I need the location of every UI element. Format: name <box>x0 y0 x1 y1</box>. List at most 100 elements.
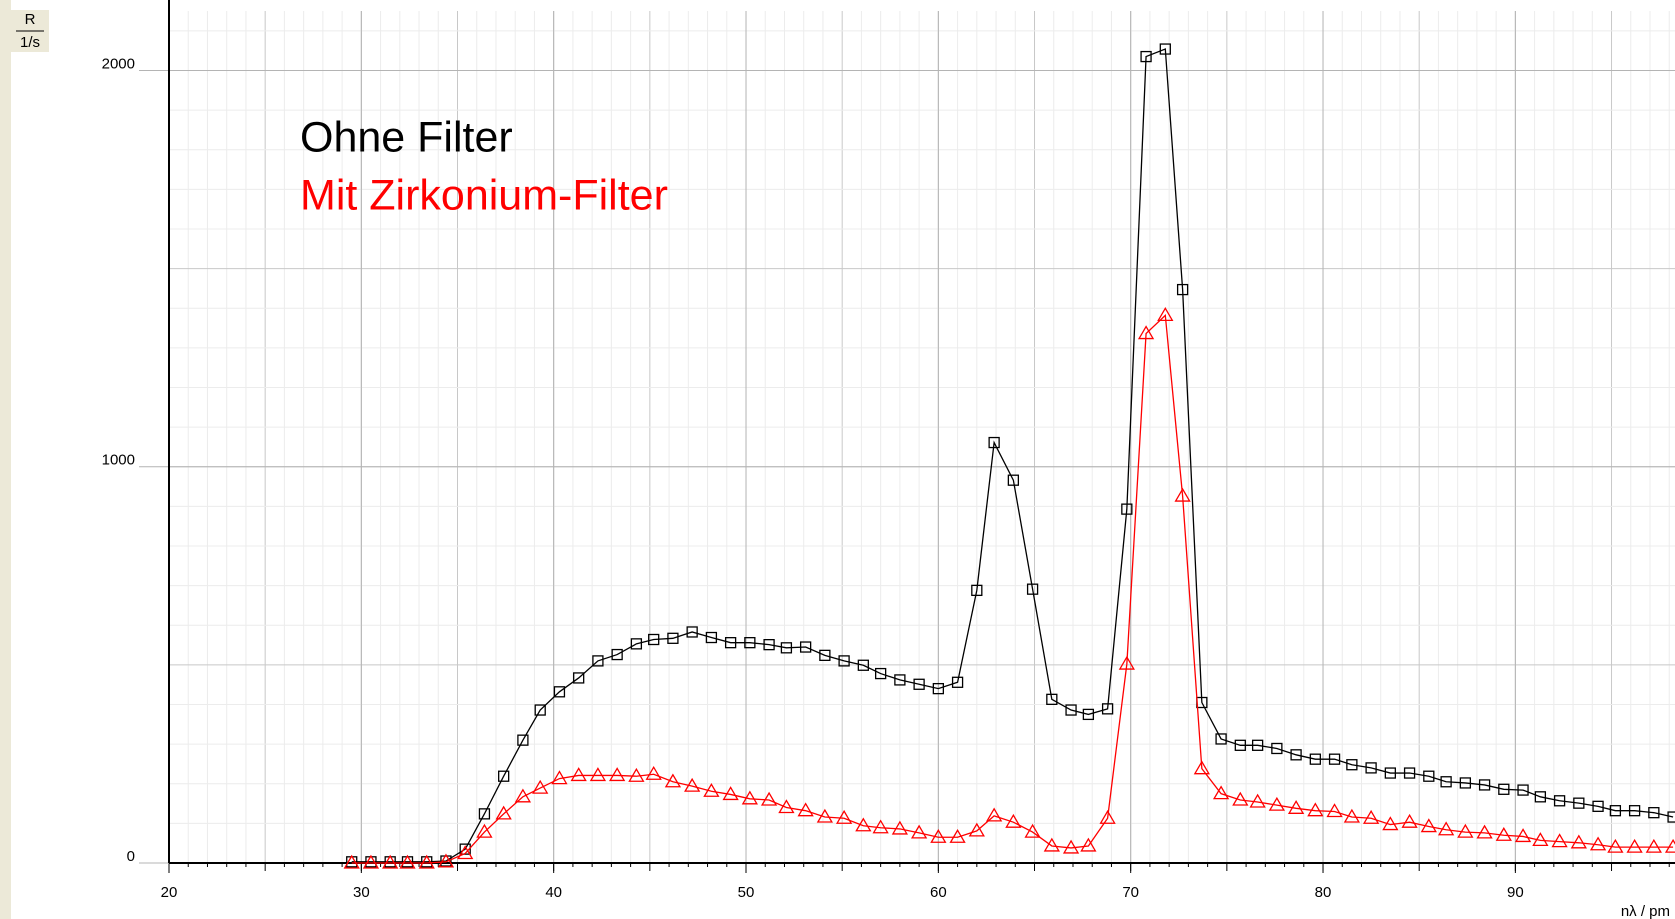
marker <box>1118 655 1135 670</box>
marker <box>1046 693 1058 705</box>
y-tick-label: 0 <box>127 848 135 865</box>
marker <box>988 436 1000 449</box>
marker <box>1459 777 1472 789</box>
marker <box>611 648 623 661</box>
marker <box>838 655 850 667</box>
marker <box>744 637 756 649</box>
marker <box>1082 708 1095 721</box>
marker <box>592 655 604 667</box>
marker <box>667 632 679 644</box>
marker <box>686 626 698 638</box>
marker <box>968 822 985 837</box>
x-axis-label: nλ / pm <box>1621 903 1670 919</box>
marker <box>835 809 853 824</box>
marker <box>1251 739 1264 751</box>
marks <box>343 43 1675 869</box>
marker <box>1307 802 1324 817</box>
marker <box>1667 811 1675 823</box>
marker <box>1551 833 1568 848</box>
marker <box>930 828 947 843</box>
marker <box>910 824 928 839</box>
marker <box>664 773 682 788</box>
marker <box>1249 793 1266 808</box>
marker <box>648 633 660 646</box>
marker <box>1140 50 1152 63</box>
marker <box>1174 487 1191 502</box>
marker <box>913 678 925 690</box>
legend-entry: Ohne Filter <box>300 113 513 161</box>
marker <box>476 823 493 838</box>
marker <box>457 845 474 860</box>
marker <box>1609 805 1622 817</box>
marker <box>760 791 778 806</box>
y-tick-label: 1000 <box>102 452 135 469</box>
marker <box>872 819 889 834</box>
marker <box>1589 836 1607 851</box>
marker <box>1403 767 1416 779</box>
marker <box>1362 809 1380 824</box>
marker <box>1232 791 1249 806</box>
marker <box>1534 791 1547 803</box>
marker <box>1437 821 1455 836</box>
x-tick-label: 30 <box>353 884 370 901</box>
marker <box>874 667 887 680</box>
marker <box>949 828 966 843</box>
marker <box>570 767 587 782</box>
marker <box>1137 325 1155 340</box>
marker <box>517 734 529 746</box>
marker <box>1007 474 1020 486</box>
marker <box>1290 749 1302 761</box>
marker <box>722 786 739 801</box>
marker <box>894 674 906 686</box>
marker <box>819 649 831 661</box>
marker <box>628 767 645 782</box>
marker <box>1024 823 1041 838</box>
marker <box>951 676 964 688</box>
y-tick-label: 2000 <box>102 55 135 72</box>
marker <box>1498 783 1510 795</box>
marker <box>1176 283 1189 296</box>
marker <box>1326 803 1343 818</box>
marker <box>418 854 435 869</box>
marker <box>855 817 872 832</box>
marker <box>1440 776 1452 788</box>
marker <box>1570 834 1587 849</box>
marker <box>1212 785 1230 800</box>
marker <box>1343 808 1361 823</box>
marker <box>1159 43 1171 55</box>
marker <box>1215 733 1227 745</box>
marker <box>1365 762 1377 774</box>
marker <box>1645 838 1662 853</box>
marker <box>399 854 416 869</box>
marker <box>1193 760 1210 775</box>
marker <box>1026 583 1039 595</box>
marker <box>763 639 775 651</box>
series-line <box>351 48 1674 863</box>
marker <box>1495 826 1512 841</box>
marker <box>553 686 566 698</box>
marker <box>343 854 360 869</box>
marker <box>1346 759 1358 771</box>
marker <box>1517 784 1529 796</box>
x-tick-label: 70 <box>1122 884 1139 901</box>
marker <box>724 637 737 649</box>
x-tick-label: 80 <box>1315 884 1332 901</box>
marker <box>1476 824 1493 839</box>
x-tick-label: 50 <box>738 884 755 901</box>
marker <box>1101 703 1114 715</box>
marker <box>797 802 814 817</box>
marker <box>514 788 532 803</box>
marker <box>362 854 380 869</box>
marker <box>1382 816 1399 831</box>
marker <box>382 854 399 869</box>
marker <box>891 820 909 835</box>
marker <box>1401 813 1418 828</box>
marker <box>1457 823 1474 838</box>
marker <box>816 808 834 823</box>
marker <box>1478 779 1491 791</box>
marker <box>1005 813 1022 828</box>
marker <box>684 777 701 792</box>
marker <box>498 770 510 782</box>
marker <box>799 641 812 653</box>
